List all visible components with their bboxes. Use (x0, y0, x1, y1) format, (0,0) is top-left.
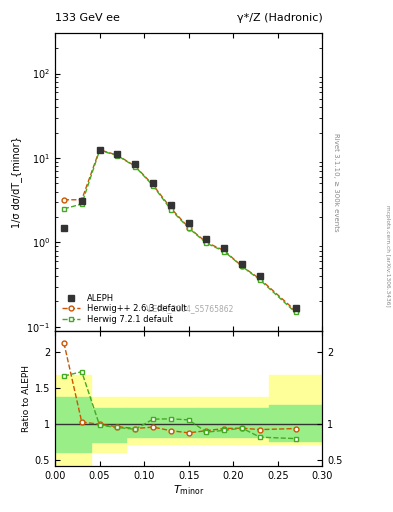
Y-axis label: Ratio to ALEPH: Ratio to ALEPH (22, 365, 31, 432)
X-axis label: $T_\mathrm{minor}$: $T_\mathrm{minor}$ (173, 483, 204, 497)
Legend: ALEPH, Herwig++ 2.6.3 default, Herwig 7.2.1 default: ALEPH, Herwig++ 2.6.3 default, Herwig 7.… (59, 291, 189, 327)
Y-axis label: Rivet 3.1.10, ≥ 300k events: Rivet 3.1.10, ≥ 300k events (332, 133, 338, 231)
Text: mcplots.cern.ch [arXiv:1306.3436]: mcplots.cern.ch [arXiv:1306.3436] (385, 205, 390, 307)
Text: ALEPH_2004_S5765862: ALEPH_2004_S5765862 (143, 304, 234, 313)
Text: 133 GeV ee: 133 GeV ee (55, 13, 120, 23)
Text: γ*/Z (Hadronic): γ*/Z (Hadronic) (237, 13, 322, 23)
Y-axis label: 1/σ dσ/dT_{minor}: 1/σ dσ/dT_{minor} (11, 136, 22, 228)
